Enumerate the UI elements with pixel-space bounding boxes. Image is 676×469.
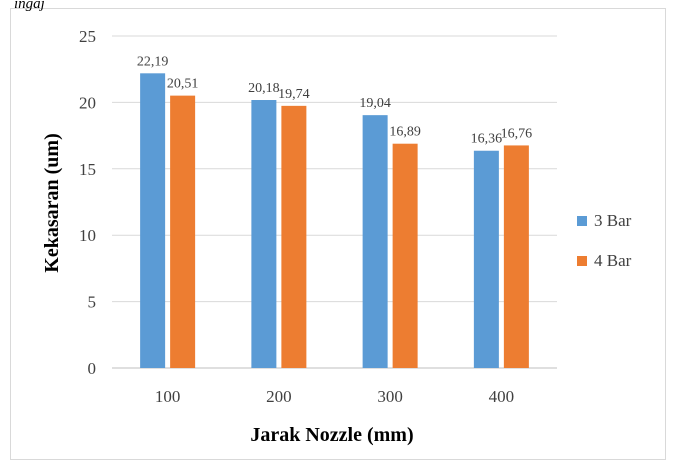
bar-3-bar-100 [140, 73, 166, 368]
x-tick-label: 200 [266, 387, 292, 406]
y-axis-title: Kekasaran (um) [41, 133, 63, 272]
data-label: 19,04 [359, 96, 391, 111]
legend-swatch [577, 216, 587, 226]
y-tick-label: 0 [88, 359, 97, 378]
data-label: 20,51 [167, 77, 199, 92]
y-tick-label: 10 [79, 226, 96, 245]
data-label: 22,19 [137, 54, 169, 69]
bar-3-bar-400 [473, 150, 499, 368]
bar-4-bar-300 [392, 143, 418, 368]
data-label: 16,89 [389, 125, 421, 140]
data-label: 16,76 [501, 126, 533, 141]
legend-swatch [577, 256, 587, 266]
y-tick-label: 20 [79, 93, 96, 112]
data-label: 20,18 [248, 81, 280, 96]
y-tick-label: 25 [79, 27, 96, 46]
legend-label: 4 Bar [594, 251, 632, 270]
bar-3-bar-300 [362, 115, 388, 368]
cropped-caption-text: ingaj [14, 0, 45, 12]
legend-label: 3 Bar [594, 211, 632, 230]
chart-frame [10, 8, 666, 460]
bar-3-bar-200 [251, 100, 277, 369]
bars [140, 73, 529, 369]
data-label: 19,74 [278, 87, 310, 102]
y-tick-label: 15 [79, 160, 96, 179]
bar-4-bar-400 [503, 145, 529, 368]
bar-4-bar-100 [170, 95, 196, 368]
y-tick-label: 5 [88, 293, 97, 312]
y-axis-ticks: 0 5 10 15 20 25 [79, 27, 96, 378]
x-axis-title: Jarak Nozzle (mm) [250, 424, 413, 446]
x-axis-ticks: 100 200 300 400 [155, 387, 514, 406]
x-tick-label: 300 [377, 387, 403, 406]
x-tick-label: 400 [489, 387, 515, 406]
x-tick-label: 100 [155, 387, 181, 406]
legend: 3 Bar 4 Bar [577, 211, 632, 270]
bar-4-bar-200 [281, 105, 307, 369]
data-label: 16,36 [471, 132, 503, 147]
